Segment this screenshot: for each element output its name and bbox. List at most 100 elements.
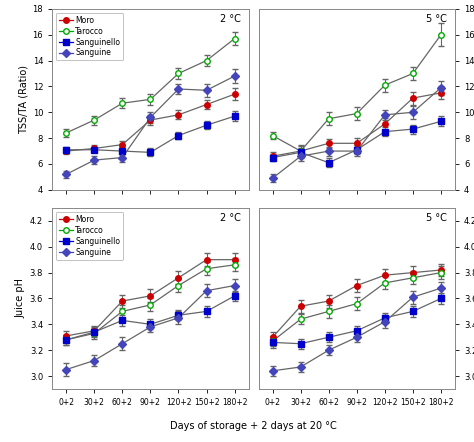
Sanguinello	[410, 309, 416, 314]
Sanguine	[410, 110, 416, 115]
Sanguine	[438, 286, 444, 291]
Tarocco	[119, 309, 125, 314]
Text: 2 °C: 2 °C	[220, 213, 241, 223]
Tarocco	[410, 275, 416, 280]
Tarocco	[91, 331, 97, 336]
Sanguine	[382, 319, 388, 324]
Sanguinello	[232, 293, 237, 298]
Moro	[410, 270, 416, 275]
Moro	[64, 149, 69, 154]
Moro	[298, 149, 303, 154]
Line: Moro: Moro	[270, 267, 444, 340]
Tarocco	[382, 280, 388, 286]
Line: Moro: Moro	[64, 91, 237, 154]
Tarocco	[354, 301, 360, 306]
Tarocco	[64, 130, 69, 136]
Tarocco	[147, 97, 153, 102]
Sanguine	[270, 175, 275, 181]
Moro	[176, 275, 182, 280]
Legend: Moro, Tarocco, Sanguinello, Sanguine: Moro, Tarocco, Sanguinello, Sanguine	[56, 212, 123, 259]
Moro	[438, 90, 444, 95]
Sanguine	[204, 288, 210, 293]
Tarocco	[64, 337, 69, 343]
Moro	[354, 283, 360, 288]
Tarocco	[232, 36, 237, 41]
Sanguinello	[438, 118, 444, 124]
Sanguinello	[119, 149, 125, 154]
Sanguinello	[91, 147, 97, 152]
Moro	[354, 141, 360, 146]
Sanguine	[326, 149, 331, 154]
Tarocco	[204, 266, 210, 271]
Sanguinello	[298, 341, 303, 347]
Sanguine	[147, 324, 153, 330]
Sanguinello	[176, 133, 182, 138]
Line: Moro: Moro	[64, 257, 237, 339]
Text: 2 °C: 2 °C	[220, 14, 241, 24]
Moro	[270, 335, 275, 340]
Sanguinello	[270, 340, 275, 345]
Tarocco	[382, 83, 388, 88]
Sanguine	[326, 347, 331, 353]
Tarocco	[326, 309, 331, 314]
Moro	[438, 267, 444, 273]
Moro	[91, 146, 97, 151]
Tarocco	[438, 32, 444, 38]
Sanguine	[232, 283, 237, 288]
Sanguinello	[119, 318, 125, 323]
Sanguinello	[326, 335, 331, 340]
Tarocco	[232, 262, 237, 267]
Tarocco	[270, 339, 275, 344]
Tarocco	[410, 71, 416, 76]
Moro	[410, 95, 416, 101]
Tarocco	[91, 118, 97, 123]
Sanguinello	[64, 147, 69, 152]
Sanguine	[176, 86, 182, 91]
Tarocco	[204, 58, 210, 63]
Sanguinello	[232, 114, 237, 119]
Y-axis label: TSS/TA (Ratio): TSS/TA (Ratio)	[18, 65, 28, 134]
Moro	[382, 273, 388, 278]
Sanguinello	[382, 129, 388, 134]
Line: Tarocco: Tarocco	[270, 32, 444, 154]
Tarocco	[176, 71, 182, 76]
Sanguine	[204, 88, 210, 93]
Sanguine	[147, 115, 153, 120]
Line: Tarocco: Tarocco	[64, 262, 237, 343]
Line: Sanguine: Sanguine	[64, 283, 237, 372]
Moro	[119, 142, 125, 147]
Y-axis label: Juice pH: Juice pH	[16, 278, 26, 318]
Sanguine	[91, 358, 97, 363]
Moro	[270, 153, 275, 159]
Sanguinello	[354, 147, 360, 152]
Line: Sanguine: Sanguine	[270, 286, 444, 373]
Line: Sanguine: Sanguine	[64, 73, 237, 177]
Line: Sanguinello: Sanguinello	[270, 118, 444, 165]
Moro	[232, 257, 237, 262]
Sanguine	[382, 112, 388, 118]
Line: Sanguine: Sanguine	[270, 85, 444, 181]
Moro	[232, 91, 237, 97]
Sanguinello	[64, 337, 69, 343]
Sanguinello	[147, 150, 153, 155]
Tarocco	[270, 133, 275, 138]
Sanguine	[232, 73, 237, 79]
Sanguinello	[176, 312, 182, 318]
Text: 5 °C: 5 °C	[426, 213, 447, 223]
Tarocco	[438, 270, 444, 275]
Tarocco	[147, 302, 153, 308]
Line: Sanguinello: Sanguinello	[270, 296, 444, 347]
Tarocco	[298, 316, 303, 322]
Moro	[326, 298, 331, 304]
Sanguine	[119, 341, 125, 347]
Tarocco	[326, 116, 331, 122]
Sanguinello	[438, 296, 444, 301]
Text: Days of storage + 2 days at 20 °C: Days of storage + 2 days at 20 °C	[170, 421, 337, 431]
Tarocco	[119, 101, 125, 106]
Sanguinello	[410, 126, 416, 132]
Sanguinello	[204, 122, 210, 128]
Sanguine	[438, 85, 444, 90]
Moro	[204, 257, 210, 262]
Sanguine	[64, 367, 69, 372]
Moro	[64, 333, 69, 339]
